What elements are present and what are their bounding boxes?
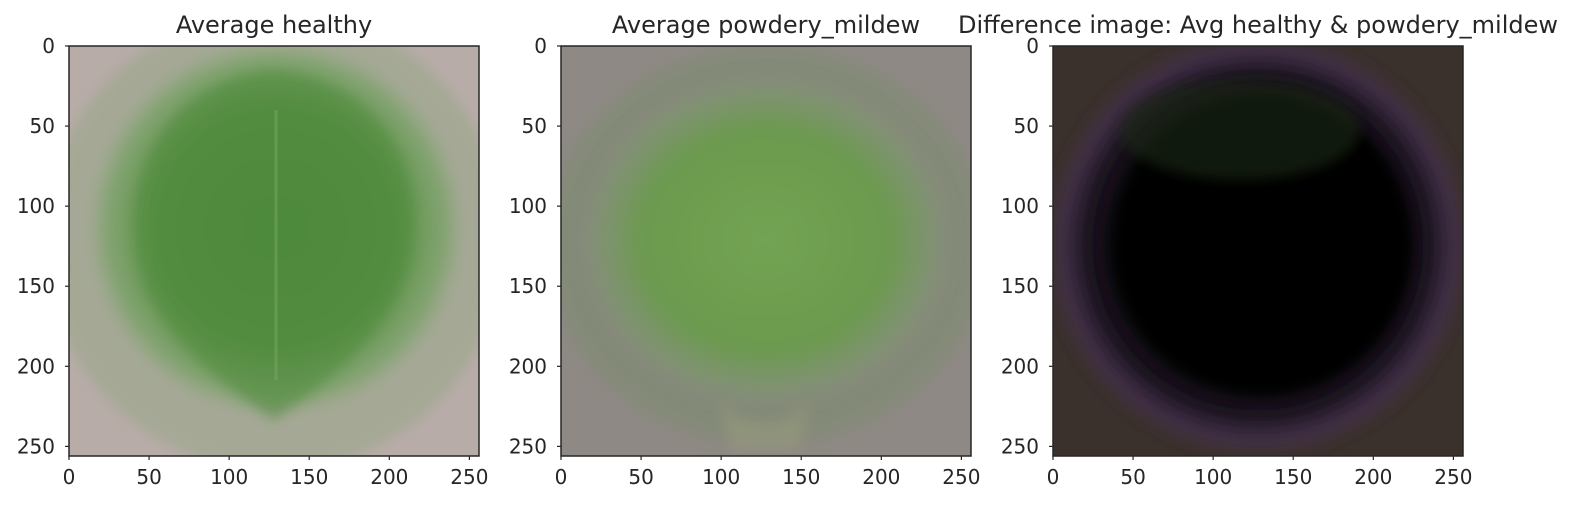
y-tick-label: 250 xyxy=(17,434,55,458)
y-tick-label: 50 xyxy=(1014,114,1039,138)
x-tick-label: 0 xyxy=(63,465,76,489)
y-tick-label: 150 xyxy=(509,274,547,298)
x-tick-label: 0 xyxy=(555,465,568,489)
x-tick-label: 250 xyxy=(450,465,488,489)
y-tick-label: 50 xyxy=(30,114,55,138)
x-tick-label: 150 xyxy=(290,465,328,489)
x-tick-label: 100 xyxy=(210,465,248,489)
y-tick-label: 100 xyxy=(509,194,547,218)
x-axis: 0 50 100 150 200 250 xyxy=(63,456,488,489)
x-tick-label: 100 xyxy=(1194,465,1232,489)
x-tick-label: 150 xyxy=(782,465,820,489)
x-tick-label: 150 xyxy=(1274,465,1312,489)
y-tick-label: 200 xyxy=(509,354,547,378)
axes-frame xyxy=(68,45,480,457)
image-average-powdery-mildew xyxy=(561,46,971,456)
panel-title: Difference image: Avg healthy & powdery_… xyxy=(958,11,1558,39)
axes-frame xyxy=(560,45,972,457)
x-tick-label: 50 xyxy=(136,465,161,489)
y-tick-label: 50 xyxy=(522,114,547,138)
x-tick-label: 100 xyxy=(702,465,740,489)
panel-difference-image: Difference image: Avg healthy & powdery_… xyxy=(958,11,1558,489)
y-tick-label: 0 xyxy=(534,34,547,58)
y-tick-label: 100 xyxy=(17,194,55,218)
y-tick-label: 0 xyxy=(1026,34,1039,58)
panel-average-powdery-mildew: Average powdery_mildew 0 50 100 150 200 250 0… xyxy=(509,11,981,489)
y-tick-label: 0 xyxy=(42,34,55,58)
y-tick-label: 150 xyxy=(17,274,55,298)
panel-average-healthy: Average healthy 0 50 100 150 200 250 0 50 100 15… xyxy=(17,11,489,489)
x-axis: 0 50 100 150 200 250 xyxy=(1047,456,1472,489)
axes-frame xyxy=(1052,45,1464,457)
y-tick-label: 250 xyxy=(509,434,547,458)
y-tick-label: 150 xyxy=(1001,274,1039,298)
x-tick-label: 250 xyxy=(942,465,980,489)
panel-title: Average powdery_mildew xyxy=(612,11,920,39)
x-tick-label: 250 xyxy=(1434,465,1472,489)
leaf-shape xyxy=(134,70,415,420)
y-axis: 0 50 100 150 200 250 xyxy=(509,34,561,458)
y-tick-label: 250 xyxy=(1001,434,1039,458)
leaf-green-tint xyxy=(1120,80,1360,180)
leaf-region xyxy=(576,70,956,410)
y-axis: 0 50 100 150 200 250 xyxy=(1001,34,1053,458)
y-axis: 0 50 100 150 200 250 xyxy=(17,34,69,458)
x-tick-label: 200 xyxy=(1354,465,1392,489)
x-tick-label: 50 xyxy=(1120,465,1145,489)
image-difference xyxy=(1053,46,1463,456)
x-tick-label: 0 xyxy=(1047,465,1060,489)
leaf-stem-area xyxy=(720,400,810,450)
panel-title: Average healthy xyxy=(176,11,372,39)
image-average-healthy xyxy=(69,46,479,456)
y-tick-label: 200 xyxy=(17,354,55,378)
y-tick-label: 100 xyxy=(1001,194,1039,218)
x-tick-label: 50 xyxy=(628,465,653,489)
x-tick-label: 200 xyxy=(862,465,900,489)
y-tick-label: 200 xyxy=(1001,354,1039,378)
x-tick-label: 200 xyxy=(370,465,408,489)
x-axis: 0 50 100 150 200 250 xyxy=(555,456,980,489)
